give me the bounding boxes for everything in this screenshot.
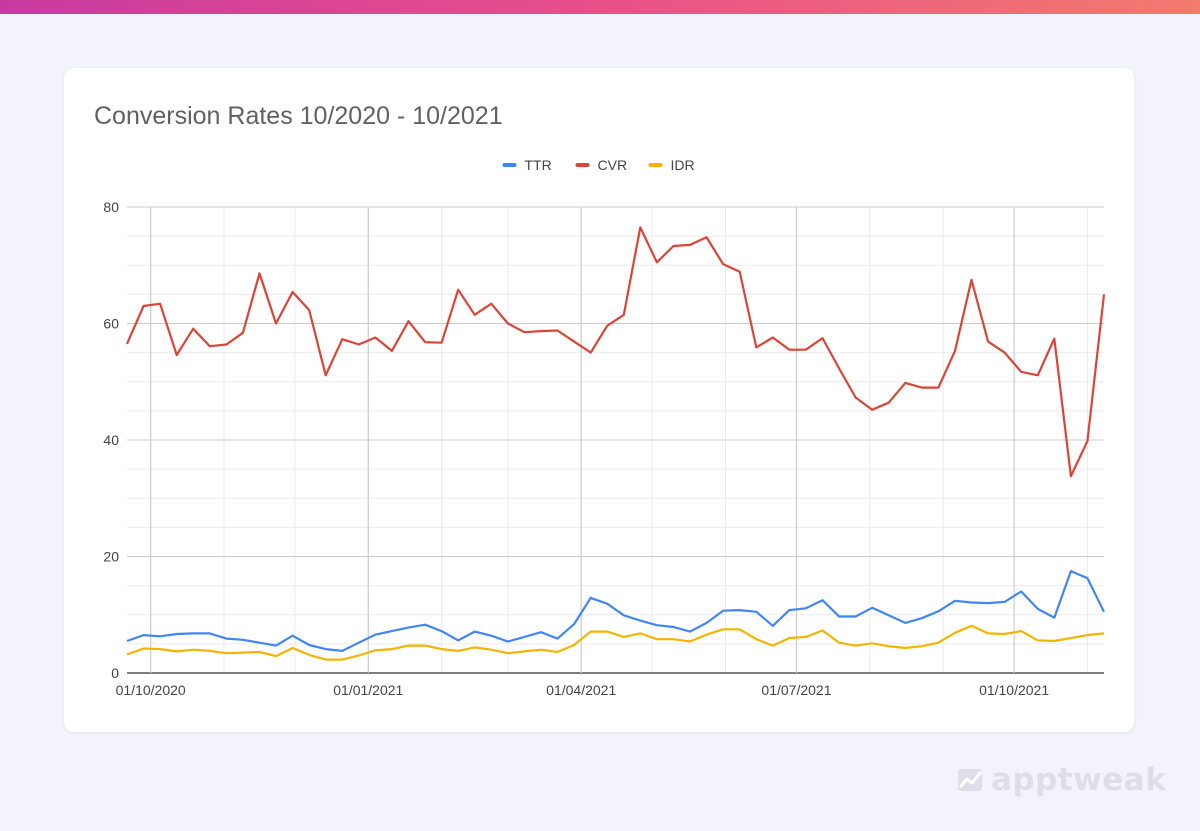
series-line-cvr bbox=[125, 226, 1106, 478]
chart-card bbox=[64, 68, 1134, 732]
x-tick-label: 01/01/2021 bbox=[333, 682, 403, 698]
legend-label-idr: IDR bbox=[671, 157, 695, 173]
y-tick-label: 20 bbox=[103, 549, 119, 565]
x-tick-label: 01/10/2020 bbox=[116, 682, 186, 698]
y-tick-label: 60 bbox=[103, 316, 119, 332]
top-gradient-bar bbox=[0, 0, 1200, 14]
legend-swatch-ttr bbox=[502, 163, 517, 167]
legend-label-cvr: CVR bbox=[598, 157, 628, 173]
brand-logo: apptweak bbox=[957, 762, 1166, 798]
legend-label-ttr: TTR bbox=[525, 157, 552, 173]
x-tick-label: 01/10/2021 bbox=[979, 682, 1049, 698]
legend-swatch-idr bbox=[648, 163, 663, 167]
chart-title: Conversion Rates 10/2020 - 10/2021 bbox=[94, 102, 503, 130]
y-tick-label: 0 bbox=[111, 665, 119, 681]
series-line-idr bbox=[126, 624, 1105, 661]
brand-name: apptweak bbox=[991, 762, 1167, 798]
y-tick-label: 40 bbox=[103, 432, 119, 448]
legend-swatch-cvr bbox=[575, 163, 590, 167]
apptweak-logo-icon bbox=[958, 769, 982, 791]
series-line-ttr bbox=[126, 569, 1105, 653]
x-tick-label: 01/07/2021 bbox=[761, 682, 831, 698]
y-tick-label: 80 bbox=[103, 199, 119, 215]
x-tick-label: 01/04/2021 bbox=[546, 682, 616, 698]
